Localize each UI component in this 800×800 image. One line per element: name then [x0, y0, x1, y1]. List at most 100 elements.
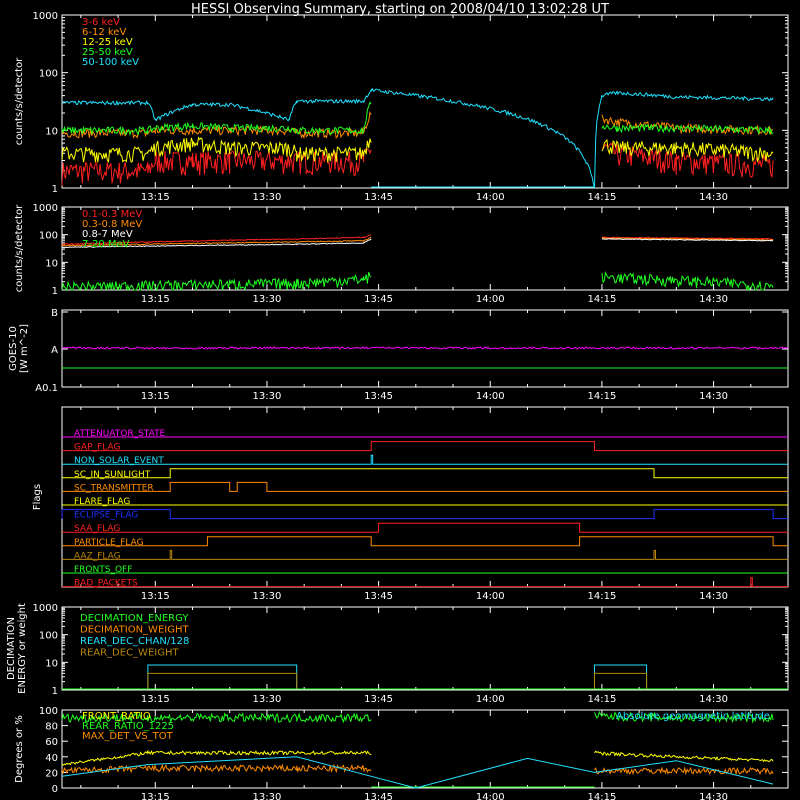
- legend-entry: 6-12 keV: [82, 27, 126, 38]
- x-tick-label: 13:30: [253, 391, 282, 402]
- x-tick-label: 13:45: [364, 391, 393, 402]
- panel-high-energy: 13:15 13:30 13:45 14:00 14:15 14:30 1 10 100 1000…: [14, 203, 789, 305]
- legend-entry: 0.1-0.3 MeV: [82, 209, 142, 220]
- series-line: [62, 237, 372, 247]
- legend-entry: FRONT_RATIO: [82, 711, 151, 722]
- panel-ratios: 13:15 13:30 13:45 14:00 14:15 14:30 0 20 40 60 80 1…: [14, 706, 789, 800]
- y-tick-label: 10: [45, 126, 58, 137]
- y-tick-label: 80: [45, 722, 58, 733]
- flag-label: SC_TRANSMITTER: [74, 483, 154, 493]
- flag-line: [62, 468, 788, 479]
- x-tick-label: 13:15: [141, 294, 170, 305]
- flag-line: [62, 441, 788, 452]
- y-tick-label: 100: [39, 706, 58, 717]
- panel-decimation: 13:15 13:30 13:45 14:00 14:15 14:30 1 10 100 1000…: [6, 603, 789, 705]
- series-line: [61, 238, 372, 249]
- series-line: [61, 271, 372, 292]
- x-tick-label: 13:45: [364, 294, 393, 305]
- x-tick-label: 13:30: [253, 192, 282, 203]
- y-tick-label: 1000: [33, 203, 58, 214]
- x-tick-label: 13:15: [141, 391, 170, 402]
- y-axis-label: ENERGY or weight: [17, 603, 28, 694]
- legend-entry: MAX_DET_VS_TOT: [82, 731, 174, 742]
- x-tick-label: 13:15: [141, 192, 170, 203]
- panel-low-energy: 13:15 13:30 13:45 14:00 14:15 14:30 1 10 100 1000…: [14, 11, 789, 203]
- x-tick-label: 14:30: [699, 294, 728, 305]
- x-tick-label: 13:15: [141, 792, 170, 800]
- panel-frame: [61, 709, 789, 789]
- x-tick-label: 13:30: [253, 294, 282, 305]
- flag-label: GAP_FLAG: [74, 443, 120, 453]
- legend-entry: REAR_DEC_CHAN/128: [80, 636, 189, 647]
- flag-label: SAA_FLAG: [74, 524, 120, 534]
- flag-line: [61, 509, 788, 520]
- y-axis-label: DECIMATION: [6, 617, 17, 680]
- y-tick-label: 1: [52, 184, 58, 195]
- y-tick-label: 60: [45, 737, 58, 748]
- flag-line: [62, 481, 788, 492]
- y-axis-label: GOES-10: [8, 326, 19, 371]
- y-tick-label: A0.1: [35, 383, 58, 394]
- series-line: [147, 672, 298, 689]
- legend-entry: DECIMATION_WEIGHT: [80, 625, 189, 636]
- legend-entry: 7-20 MeV: [82, 239, 130, 250]
- flag-label: AAZ_FLAG: [74, 551, 121, 561]
- x-tick-label: 13:30: [253, 694, 282, 705]
- flag-label: ECLIPSE_FLAG: [74, 511, 138, 521]
- x-tick-label: 14:00: [476, 694, 505, 705]
- y-tick-label: 1000: [33, 603, 58, 614]
- y-tick-label: 100: [39, 231, 58, 242]
- x-tick-label: 13:15: [141, 591, 170, 602]
- series-line: [594, 710, 774, 724]
- y-tick-label: 1: [52, 286, 58, 297]
- y-tick-label: 10: [45, 258, 58, 269]
- series-line: [61, 749, 372, 766]
- series-line: [61, 234, 372, 246]
- x-tick-label: 14:15: [587, 591, 616, 602]
- y-tick-label: 0: [52, 784, 58, 795]
- series-line: [601, 138, 774, 163]
- x-tick-label: 14:15: [587, 294, 616, 305]
- legend-entry: 50-100 keV: [82, 57, 139, 68]
- series-line: [601, 123, 774, 135]
- flag-line: [62, 454, 788, 465]
- series-line: [601, 237, 774, 241]
- series-line: [61, 148, 372, 186]
- panel-flags: 13:15 13:30 13:45 14:00 14:15 14:30 Flags ATTEN…: [32, 406, 789, 602]
- latitude-line: [61, 756, 774, 789]
- y-tick-label: 40: [45, 753, 58, 764]
- series-line: [61, 136, 372, 164]
- series-line: [61, 87, 774, 189]
- x-tick-label: 14:00: [476, 591, 505, 602]
- annotation: Absolute geomagnetic latitude: [616, 711, 770, 722]
- x-tick-label: 14:00: [476, 294, 505, 305]
- x-tick-label: 13:30: [253, 792, 282, 800]
- legend-entry: 12-25 keV: [82, 37, 133, 48]
- x-tick-label: 14:00: [476, 792, 505, 800]
- series-line: [61, 101, 372, 137]
- x-tick-label: 13:45: [364, 792, 393, 800]
- panel-frame: [61, 606, 789, 691]
- chart-title: HESSI Observing Summary, starting on 200…: [191, 2, 609, 17]
- panel-frame: [61, 206, 789, 291]
- y-tick-label: A: [51, 345, 58, 356]
- y-tick-label: 20: [45, 768, 58, 779]
- y-tick-label: 100: [39, 69, 58, 80]
- goes-long-line: [61, 346, 789, 350]
- x-tick-label: 13:15: [141, 694, 170, 705]
- y-tick-label: 1: [52, 686, 58, 697]
- flag-line: [62, 577, 788, 588]
- x-tick-label: 14:30: [699, 792, 728, 800]
- flag-label: SC_IN_SUNLIGHT: [74, 470, 151, 480]
- y-tick-label: B: [51, 308, 58, 319]
- legend-entry: 0.3-0.8 MeV: [82, 219, 142, 230]
- legend-entry: REAR_RATIO_1225: [82, 721, 174, 732]
- legend-entry: REAR_DEC_WEIGHT: [80, 648, 179, 659]
- y-axis-label: counts/s/detector: [14, 204, 25, 292]
- x-tick-label: 14:00: [476, 192, 505, 203]
- legend-entry: DECIMATION_ENERGY: [80, 613, 189, 624]
- legend-entry: 25-50 keV: [82, 47, 133, 58]
- y-tick-label: 10: [45, 658, 58, 669]
- y-tick-label: 1000: [33, 11, 58, 22]
